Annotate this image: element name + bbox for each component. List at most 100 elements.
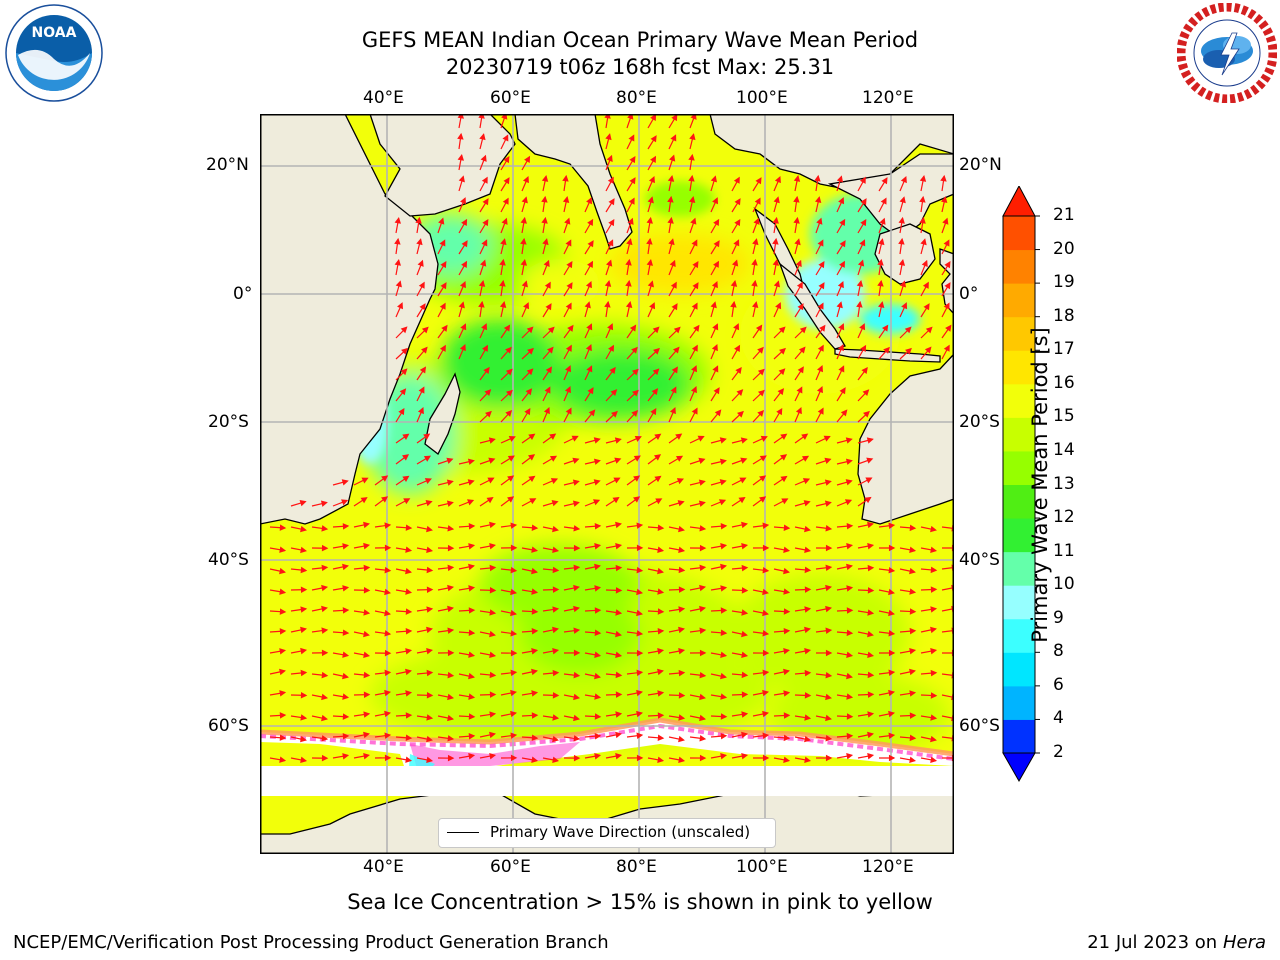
wave-direction-arrowhead [489,651,497,659]
wave-direction-arrowhead [762,544,770,552]
footer-date-text: 21 Jul 2023 on [1087,932,1223,953]
wave-direction-arrowhead [552,669,560,677]
wave-direction-arrowhead [757,409,765,417]
wave-direction-arrowhead [670,281,677,289]
wave-direction-arrowhead [467,479,475,486]
wave-direction-arrowhead [888,522,896,529]
wave-direction-arrowhead [734,218,741,227]
wave-direction-arrowhead [877,258,884,266]
wave-direction-arrowhead [423,433,431,440]
wave-direction-arrowhead [447,544,455,552]
wave-direction-arrowhead [342,607,350,614]
wave-direction-arrowhead [468,693,476,700]
wave-direction-arrowhead [468,629,476,636]
wave-direction-arrowhead [401,347,408,355]
wave-direction-arrowhead [924,346,932,354]
wave-direction-arrowhead [838,365,845,373]
wave-direction-arrowhead [888,630,896,637]
wave-direction-arrowhead [363,630,370,638]
wave-direction-arrowhead [615,711,623,718]
wave-direction-arrowhead [710,175,717,183]
wave-direction-arrow [941,694,954,699]
wave-direction-arrowhead [505,410,513,417]
wave-direction-arrowhead [909,690,917,697]
wave-direction-arrowhead [783,668,790,676]
wave-direction-arrowhead [478,280,486,287]
wave-direction-arrowhead [942,217,949,225]
wave-direction-arrowhead [384,609,391,617]
wave-direction-arrowhead [846,563,853,571]
wave-direction-arrowhead [846,753,854,760]
wave-direction-arrowhead [720,753,728,760]
colorbar-tick-label: 21 [1053,205,1075,225]
wave-direction-arrowhead [737,410,744,418]
wave-direction-arrowhead [712,323,719,331]
wave-direction-arrowhead [446,457,454,464]
wave-direction-arrowhead [481,323,488,331]
wave-direction-arrowhead [699,584,707,592]
wave-direction-arrowhead [692,261,699,269]
wave-direction-arrowhead [426,626,433,634]
wave-direction-arrowhead [520,258,527,266]
colorbar-tick-label: 8 [1053,641,1064,662]
wave-direction-arrowhead [817,239,824,247]
wave-direction-arrowhead [405,690,413,697]
ice-shelf-white [260,766,954,796]
wave-direction-arrowhead [699,671,707,679]
wave-direction-arrowhead [636,732,644,739]
wave-direction-arrowhead [468,713,476,720]
wave-direction-arrowhead [321,564,329,572]
wave-direction-arrowhead [691,302,698,310]
colorbar-segment [1003,283,1035,318]
colorbar-segment [1003,484,1035,519]
wave-direction-arrowhead [363,564,371,572]
wave-direction-arrowhead [816,386,823,394]
wave-direction-arrowhead [881,324,889,332]
wave-direction-arrowhead [531,628,539,635]
wave-direction-arrowhead [669,259,676,267]
wave-direction-arrowhead [299,500,307,507]
wave-direction-arrowhead [489,587,497,594]
wave-direction-arrowhead [426,647,434,655]
wave-period-map [260,114,954,854]
wave-direction-arrowhead [657,690,665,697]
wave-direction-arrowhead [650,407,657,416]
wave-direction-arrowhead [342,733,350,740]
wave-direction-arrowhead [930,606,938,613]
lat-tick-left-40s: 40°S [208,550,249,570]
wave-direction-arrowhead [440,261,447,269]
wave-direction-arrowhead [610,389,618,397]
wave-direction-arrowhead [467,458,475,465]
wave-direction-arrowhead [485,410,492,418]
wave-direction-arrowhead [753,217,760,225]
wave-direction-arrowhead [447,564,455,572]
wave-direction-arrowhead [678,756,686,764]
wave-direction-arrowhead [652,368,660,376]
wave-direction-arrowhead [321,525,329,532]
colorbar-tick-label: 16 [1053,372,1075,393]
wave-direction-arrowhead [654,433,662,440]
wave-direction-arrowhead [552,566,560,574]
wave-direction-arrowhead [925,326,933,334]
wave-direction-arrowhead [615,542,623,550]
wave-direction-arrowhead [909,627,917,635]
wave-direction-arrowhead [607,323,614,331]
wave-direction-arrowhead [584,301,591,309]
wave-direction-arrowhead [836,301,843,309]
wave-direction-arrowhead [688,174,695,182]
wave-direction-arrowhead [440,282,447,290]
wave-direction-arrowhead [699,714,706,722]
wave-direction-arrowhead [636,609,643,617]
wave-direction-arrowhead [859,239,866,247]
wave-direction-arrowhead [804,669,812,677]
wave-direction-arrowhead [629,177,636,185]
colorbar-segment [1003,450,1035,485]
wave-direction-arrowhead [527,347,534,355]
wave-direction-arrowhead [944,282,951,290]
wave-direction-arrowhead [804,735,811,743]
wave-direction-arrowhead [405,668,412,676]
wave-direction-arrowhead [698,479,706,486]
southeast-asia-land [709,114,954,190]
wave-direction-arrowhead [545,366,552,374]
sea-ice-caption: Sea Ice Concentration > 15% is shown in … [347,890,933,914]
